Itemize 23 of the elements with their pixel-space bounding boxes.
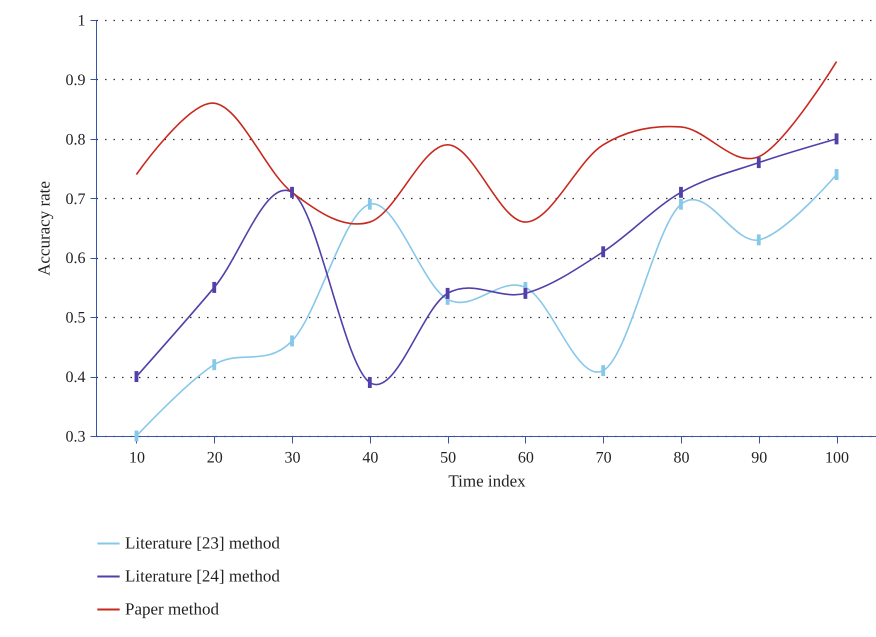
y-tick-label: 1: [78, 12, 86, 30]
x-tick-label: 90: [751, 450, 768, 466]
y-tick-label: 0.6: [66, 250, 86, 268]
y-axis-title: Accuracy rate: [34, 181, 54, 276]
y-tick-label: 0.3: [66, 428, 86, 446]
legend-label: Literature [23] method: [125, 534, 280, 552]
x-axis-title: Time index: [448, 472, 526, 490]
x-tick-label: 10: [128, 450, 145, 466]
x-tick-label: 100: [825, 450, 850, 466]
legend-label: Literature [24] method: [125, 566, 280, 586]
x-tick-label: 60: [518, 450, 534, 466]
legend-label: Paper method: [125, 600, 220, 618]
y-tick-label: 0.8: [66, 131, 86, 148]
y-tick-label: 0.4: [66, 369, 86, 386]
y-tick-label: 0.9: [66, 72, 86, 89]
x-tick-label: 20: [206, 450, 223, 466]
x-tick-label: 70: [596, 450, 612, 466]
x-tick-label: 40: [362, 450, 378, 466]
y-tick-label: 0.5: [66, 310, 86, 327]
x-tick-label: 80: [673, 450, 690, 466]
x-tick-label: 30: [284, 450, 301, 466]
y-tick-label: 0.7: [66, 190, 86, 208]
x-tick-label: 50: [440, 450, 456, 466]
